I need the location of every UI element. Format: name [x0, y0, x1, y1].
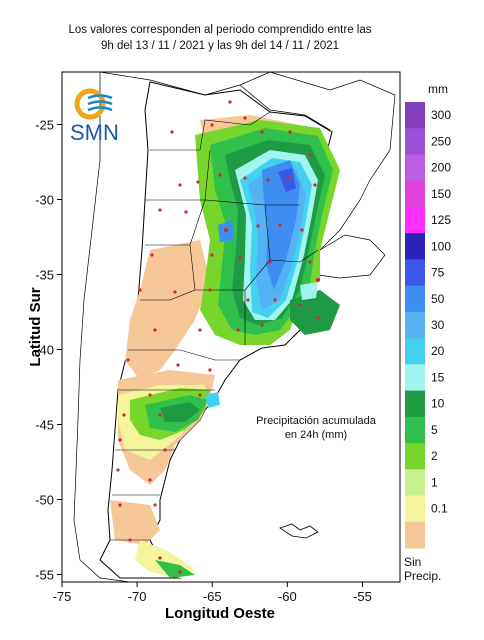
legend-label-2: 200: [431, 161, 451, 175]
legend-label-10: 15: [431, 370, 445, 384]
legend-swatch-4: [405, 206, 425, 234]
legend-no-precip-line-2: Precip.: [404, 569, 442, 583]
legend-label-11: 10: [431, 397, 445, 411]
legend-label-14: 1: [431, 475, 438, 489]
uruguay-outline: [317, 234, 386, 279]
legend-swatch-15: [405, 495, 425, 523]
legend-swatch-10: [405, 364, 425, 392]
map-header: Los valores corresponden al periodo comp…: [0, 22, 440, 54]
y-axis-label: Latitud Sur: [27, 287, 44, 366]
y-tick-label-4: -45: [35, 418, 54, 433]
chile-coast-outline: [73, 72, 131, 582]
x-axis-label: Longitud Oeste: [165, 605, 275, 622]
legend-label-15: 0.1: [431, 502, 448, 516]
legend-swatch-2: [405, 154, 425, 182]
legend-no-precip-label: Sin Precip.: [404, 555, 441, 583]
station-dots: [116, 100, 320, 574]
legend-swatch-6: [405, 259, 425, 287]
legend-color-bar: 300 250 200 150 125 100 75 50 30 20 15 10 5 2 1 0.1: [405, 102, 451, 549]
legend-label-3: 150: [431, 187, 451, 201]
x-tick-label-1: -70: [128, 589, 147, 604]
axes: -75 -70 -65 -60 -55 -25 -30 -35 -40 -45 -50 -55: [35, 118, 372, 605]
y-tick-label-2: -35: [35, 268, 54, 283]
legend-no-precip-line-1: Sin: [404, 555, 422, 569]
x-tick-label-3: -60: [278, 589, 297, 604]
legend-swatch-7: [405, 285, 425, 313]
province-borders: [110, 111, 319, 541]
y-tick-label-6: -55: [35, 568, 54, 583]
map-annotation-line-1: Precipitación acumulada: [256, 415, 377, 427]
y-tick-label-5: -50: [35, 493, 54, 508]
legend-swatch-12: [405, 416, 425, 444]
y-tick-label-3: -40: [35, 343, 54, 358]
legend-label-5: 100: [431, 239, 451, 253]
legend-label-8: 30: [431, 318, 445, 332]
legend-label-13: 2: [431, 449, 438, 463]
logo-text: SMN: [70, 120, 119, 145]
x-tick-label-0: -75: [53, 589, 72, 604]
legend-label-1: 250: [431, 134, 451, 148]
map-annotation-line-2: en 24h (mm): [285, 429, 347, 441]
legend-swatch-0: [405, 102, 425, 129]
x-tick-label-4: -55: [353, 589, 372, 604]
legend-label-4: 125: [431, 213, 451, 227]
y-tick-label-0: -25: [35, 118, 54, 133]
legend-unit: mm: [428, 82, 448, 96]
header-line-2: 9h del 13 / 11 / 2021 y las 9h del 14 / …: [100, 40, 340, 52]
legend-swatch-5: [405, 233, 425, 260]
legend-swatch-13: [405, 443, 425, 470]
header-line-1: Los valores corresponden al periodo comp…: [68, 24, 372, 36]
legend-swatch-14: [405, 469, 425, 497]
legend-swatch-1: [405, 128, 425, 155]
x-tick-label-2: -65: [203, 589, 222, 604]
smn-logo: SMN: [70, 88, 119, 145]
legend-swatch-9: [405, 338, 425, 365]
brazil-outline: [269, 72, 396, 251]
legend-label-12: 5: [431, 423, 438, 437]
y-tick-label-1: -30: [35, 193, 54, 208]
malvinas-islands: [279, 523, 319, 539]
legend-label-9: 20: [431, 344, 445, 358]
legend-swatch-3: [405, 180, 425, 208]
legend-label-0: 300: [431, 108, 451, 122]
legend-label-7: 50: [431, 292, 445, 306]
legend-label-6: 75: [431, 266, 445, 280]
legend-swatch-8: [405, 311, 425, 339]
legend-swatch-11: [405, 390, 425, 418]
legend-swatch-16: [405, 521, 425, 549]
